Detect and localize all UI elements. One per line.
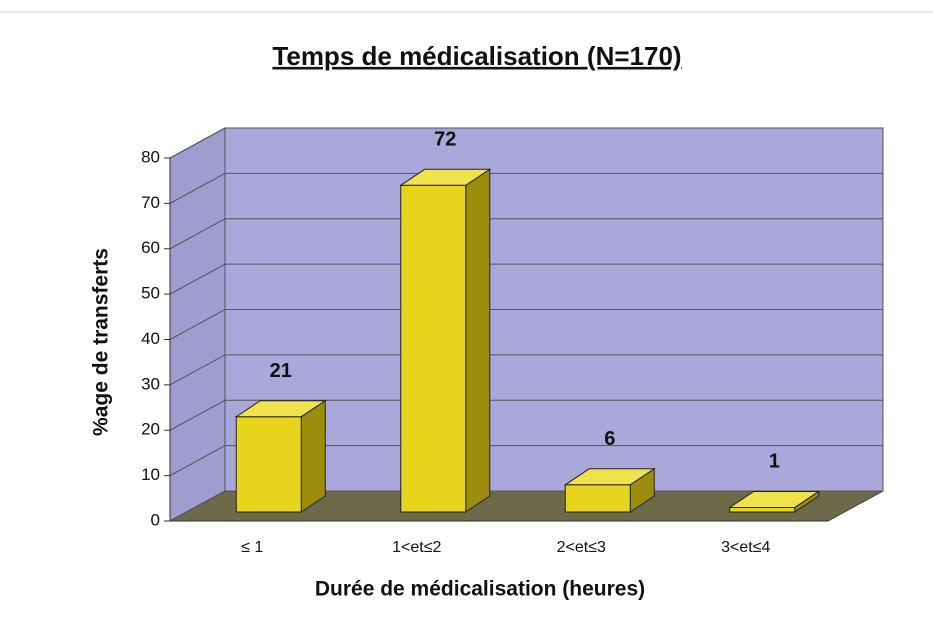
grid-line [169,399,883,431]
y-tick-label: 30 [141,374,160,393]
y-tick-label: 40 [141,329,160,348]
x-tick-label: ≤ 1 [241,539,263,556]
grid-line [169,309,883,340]
chart-title: Temps de médicalisation (N=170) [272,41,681,71]
bar [400,184,467,513]
x-tick-label: 3<et≤4 [721,539,770,556]
grid-line [169,263,883,295]
grid-line [169,172,883,204]
grid-line [169,354,883,386]
y-tick-label: 70 [141,193,160,212]
value-label: 1 [769,451,780,473]
bar-top [234,400,327,418]
value-label: 21 [270,360,292,382]
y-tick-label: 0 [151,510,160,529]
x-tick-label: 1<et≤2 [392,539,441,556]
y-tick-label: 60 [141,238,160,257]
value-label: 72 [434,129,456,151]
plot-area [164,127,884,522]
grid-line [169,218,883,250]
bar-top [399,168,492,186]
y-tick-label: 80 [141,147,160,166]
bar [564,484,631,513]
bar-side [300,399,326,513]
y-tick-label: 50 [141,284,160,303]
bar [729,506,796,513]
bar-side [465,168,491,513]
x-axis-label: Durée de médicalisation (heures) [315,578,645,601]
grid-line [169,490,883,522]
bar-top [728,490,821,508]
grid-line [169,127,883,159]
grid-line [169,445,883,477]
bar-top [563,468,656,486]
value-label: 6 [604,428,615,450]
x-tick-label: 2<et≤3 [557,539,606,556]
y-tick-label: 10 [141,465,160,484]
y-tick-label: 20 [141,420,160,439]
bar [235,416,302,513]
y-axis-label: %age de transferts [90,248,113,436]
